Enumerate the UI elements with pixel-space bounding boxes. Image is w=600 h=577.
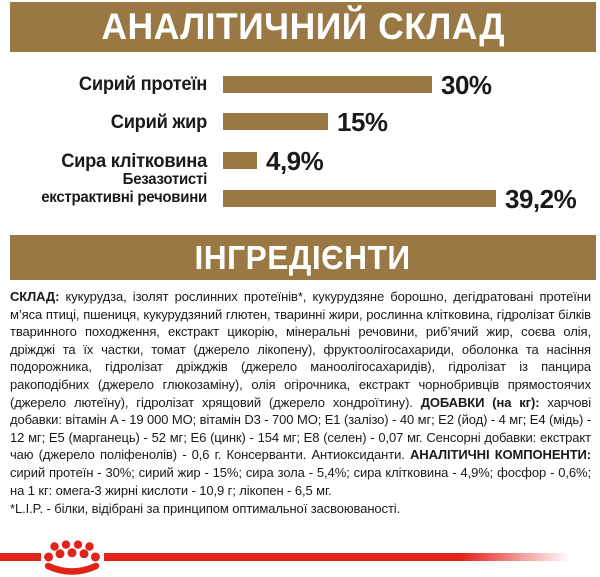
ingredients-section: СКЛАД: кукурудза, ізолят рослинних проте…: [10, 288, 591, 528]
bar: [223, 113, 328, 130]
red-stripe-left: [0, 553, 41, 561]
royal-canin-crown-icon: [44, 540, 100, 575]
bar-value: 30%: [441, 70, 492, 100]
bar-label: Сира клітковина: [61, 150, 207, 172]
composition-bar-chart: Сирий протеїн 30% Сирий жир 15% Сира клітков…: [0, 52, 600, 232]
bar: [223, 76, 432, 93]
bar-value: 15%: [337, 107, 388, 137]
analytical-composition-title: АНАЛІТИЧНИЙ СКЛАД: [101, 6, 505, 47]
bar-value: 4,9%: [266, 146, 324, 176]
bar-value: 39,2%: [505, 184, 577, 214]
bar: [223, 190, 496, 207]
bar: [223, 152, 257, 169]
bar-label: Безазотисті екстрактивні речовини: [41, 171, 207, 206]
composition-paragraph: СКЛАД: кукурудза, ізолят рослинних проте…: [10, 289, 591, 498]
bar-label: Сирий протеїн: [78, 73, 208, 95]
lip-footnote: *L.I.P. - білки, відібрані за принципом …: [10, 501, 401, 517]
ingredients-band: ІНГРЕДІЄНТИ: [10, 235, 596, 280]
ingredients-title: ІНГРЕДІЄНТИ: [194, 238, 412, 276]
red-stripe-right: [104, 553, 600, 561]
bar-label: Сирий жир: [110, 111, 208, 133]
brand-footer: [0, 538, 600, 577]
analytical-composition-band: АНАЛІТИЧНИЙ СКЛАД: [10, 2, 596, 52]
